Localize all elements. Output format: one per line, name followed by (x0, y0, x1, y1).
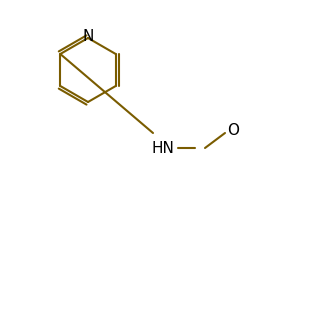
Text: HN: HN (152, 140, 174, 156)
Text: O: O (227, 122, 239, 137)
Text: N: N (82, 28, 94, 43)
